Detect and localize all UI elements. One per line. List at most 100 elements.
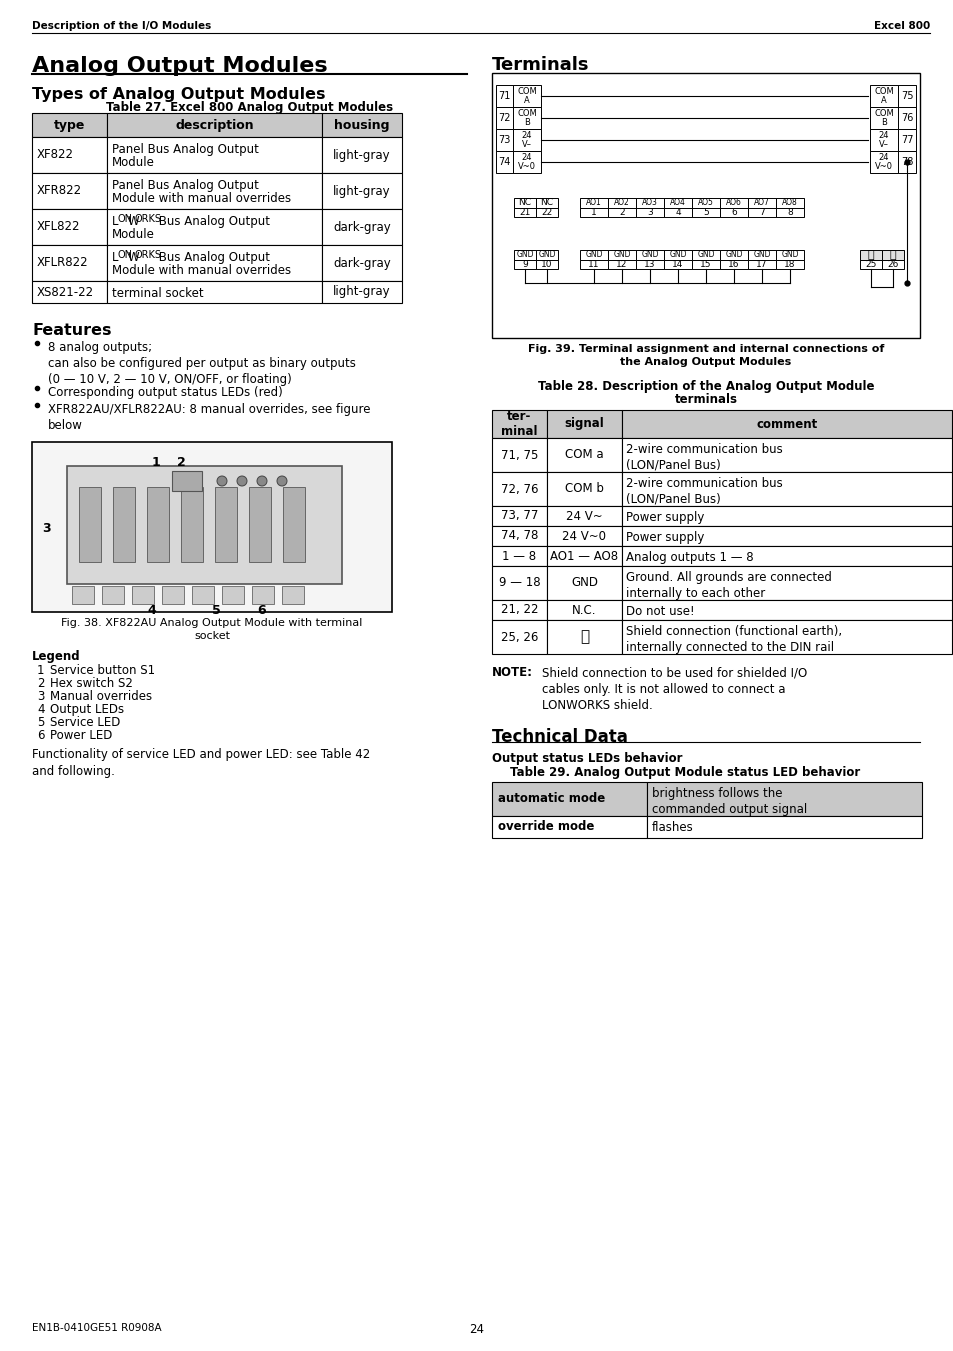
Text: AO1: AO1 xyxy=(585,199,601,207)
Bar xyxy=(869,107,897,128)
Bar xyxy=(112,486,135,562)
Bar xyxy=(107,245,322,281)
Text: Manual overrides: Manual overrides xyxy=(50,690,152,703)
Text: XFL822: XFL822 xyxy=(37,220,80,234)
Text: terminals: terminals xyxy=(674,393,737,407)
Text: 2-wire communication bus
(LON/Panel Bus): 2-wire communication bus (LON/Panel Bus) xyxy=(625,477,781,507)
Bar xyxy=(71,586,94,604)
Bar xyxy=(32,442,392,612)
Bar xyxy=(282,586,304,604)
Text: 24
V~0: 24 V~0 xyxy=(874,153,892,172)
Bar xyxy=(546,620,621,654)
Text: 73, 77: 73, 77 xyxy=(500,509,537,523)
Bar xyxy=(107,209,322,245)
Text: Shield connection (functional earth),
internally connected to the DIN rail: Shield connection (functional earth), in… xyxy=(625,626,841,654)
Bar xyxy=(636,250,663,259)
Bar xyxy=(536,199,558,208)
Text: NOTE:: NOTE: xyxy=(492,666,533,680)
Text: AO4: AO4 xyxy=(669,199,685,207)
Bar xyxy=(747,259,775,269)
Circle shape xyxy=(276,476,287,486)
Bar xyxy=(607,208,636,218)
Text: Terminals: Terminals xyxy=(492,55,589,74)
Text: 4: 4 xyxy=(37,703,45,716)
Text: Module: Module xyxy=(112,155,154,169)
Text: L: L xyxy=(112,251,118,263)
Bar xyxy=(322,173,401,209)
Bar xyxy=(607,259,636,269)
Text: 74, 78: 74, 78 xyxy=(500,530,537,543)
Bar xyxy=(107,173,322,209)
Text: AO2: AO2 xyxy=(614,199,629,207)
Circle shape xyxy=(216,476,227,486)
Text: 4: 4 xyxy=(147,604,155,617)
Bar xyxy=(32,136,107,173)
Text: ⏚: ⏚ xyxy=(579,630,588,644)
Text: COM
B: COM B xyxy=(873,109,893,127)
Bar xyxy=(621,438,951,471)
Bar xyxy=(691,250,720,259)
Text: 12: 12 xyxy=(616,259,627,269)
Text: GND: GND xyxy=(516,250,533,259)
Text: 7: 7 xyxy=(759,208,764,216)
Text: XFR822: XFR822 xyxy=(37,185,82,197)
Text: Do not use!: Do not use! xyxy=(625,605,694,617)
Bar xyxy=(897,128,915,151)
Bar xyxy=(32,281,107,303)
Text: 9 — 18: 9 — 18 xyxy=(498,577,539,589)
Text: 73: 73 xyxy=(497,135,510,145)
Bar xyxy=(691,259,720,269)
Text: 24
V~0: 24 V~0 xyxy=(517,153,536,172)
Bar xyxy=(747,250,775,259)
Bar xyxy=(621,566,951,600)
Bar xyxy=(32,209,107,245)
Text: GND: GND xyxy=(584,250,602,259)
Bar xyxy=(869,151,897,173)
Text: 6: 6 xyxy=(730,208,736,216)
Text: ON: ON xyxy=(117,250,132,261)
Text: 4: 4 xyxy=(675,208,680,216)
Text: AO1 — AO8: AO1 — AO8 xyxy=(550,550,618,562)
Bar xyxy=(492,471,546,507)
Bar xyxy=(214,486,236,562)
Text: ⏚: ⏚ xyxy=(889,250,896,259)
Bar xyxy=(322,281,401,303)
Text: 1 — 8: 1 — 8 xyxy=(502,550,536,562)
Text: Excel 800: Excel 800 xyxy=(873,22,929,31)
Text: W: W xyxy=(128,215,139,228)
Bar xyxy=(775,259,803,269)
Bar xyxy=(546,409,621,438)
Text: 8 analog outputs;
can also be configured per output as binary outputs
(0 — 10 V,: 8 analog outputs; can also be configured… xyxy=(48,340,355,386)
Bar xyxy=(882,250,903,259)
Text: 6: 6 xyxy=(37,730,45,742)
Bar xyxy=(496,151,513,173)
Text: Power LED: Power LED xyxy=(50,730,112,742)
Bar xyxy=(646,782,921,816)
Text: GND: GND xyxy=(753,250,770,259)
Text: AO6: AO6 xyxy=(725,199,741,207)
Bar xyxy=(492,73,919,338)
Text: 24 V~0: 24 V~0 xyxy=(562,530,606,543)
Text: 71: 71 xyxy=(497,91,510,101)
Bar xyxy=(546,600,621,620)
Text: 5: 5 xyxy=(702,208,708,216)
Bar xyxy=(514,250,536,259)
Text: Legend: Legend xyxy=(32,650,81,663)
Text: L: L xyxy=(112,215,118,228)
Text: 11: 11 xyxy=(588,259,599,269)
Bar xyxy=(636,199,663,208)
Text: XS821-22: XS821-22 xyxy=(37,285,94,299)
Bar xyxy=(621,409,951,438)
Text: Panel Bus Analog Output: Panel Bus Analog Output xyxy=(112,178,258,192)
Text: 3: 3 xyxy=(42,521,51,535)
Text: Output LEDs: Output LEDs xyxy=(50,703,124,716)
Text: 21, 22: 21, 22 xyxy=(500,604,537,616)
Bar xyxy=(249,486,271,562)
Bar xyxy=(67,466,341,584)
Bar xyxy=(322,209,401,245)
Bar xyxy=(132,586,153,604)
Bar xyxy=(322,245,401,281)
Text: 3: 3 xyxy=(37,690,45,703)
Text: brightness follows the
commanded output signal: brightness follows the commanded output … xyxy=(651,788,806,816)
Text: COM
B: COM B xyxy=(517,109,537,127)
